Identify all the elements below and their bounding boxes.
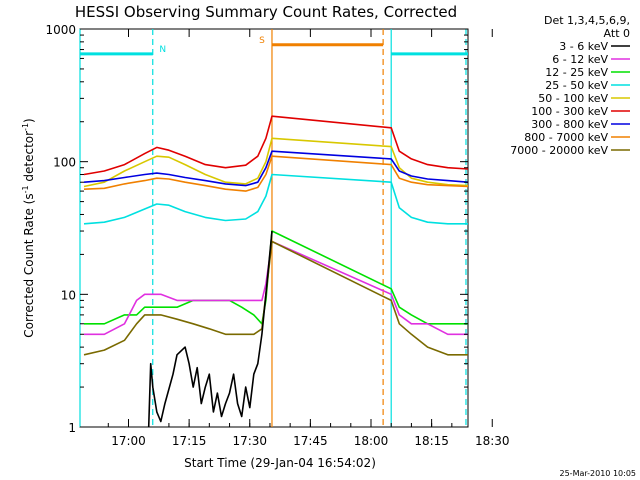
x-tick-label-4: 18:00: [354, 434, 389, 448]
series-line-50-100-kev: [83, 137, 469, 188]
x-axis-label: Start Time (29-Jan-04 16:54:02): [184, 456, 376, 470]
legend-label-50-100-kev: 50 - 100 keV: [538, 92, 608, 105]
legend-label-12-25-kev: 12 - 25 keV: [545, 66, 608, 79]
series-lines: [83, 115, 469, 428]
flag-label-1: S: [259, 36, 265, 46]
x-tick-label-5: 18:15: [414, 434, 449, 448]
legend-label-3-6-kev: 3 - 6 keV: [559, 40, 608, 53]
series-line-25-50-kev: [83, 173, 468, 225]
y-tick-label-1: 10: [61, 288, 76, 302]
legend-label-7000-20000-kev: 7000 - 20000 keV: [510, 144, 608, 157]
y-tick-label-0: 1: [68, 421, 76, 435]
attenuator-markers: [79, 29, 467, 427]
legend-label-300-800-kev: 300 - 800 keV: [531, 118, 608, 131]
legend-label-100-300-kev: 100 - 300 keV: [531, 105, 608, 118]
x-axis-ticks: 17:00 17:15 17:30 17:45 18:00 18:15 18:30: [107, 29, 510, 448]
legend-label-800-7000-kev: 800 - 7000 keV: [524, 131, 608, 144]
series-line-3-6-kev: [147, 230, 273, 428]
series-line-7000-20000-kev: [83, 240, 468, 356]
x-tick-label-2: 17:30: [232, 434, 267, 448]
y-axis-ticks: 1 10 100 1000: [45, 23, 468, 435]
series-line-300-800-kev: [83, 150, 469, 187]
x-tick-label-6: 18:30: [475, 434, 510, 448]
series-line-800-7000-kev: [83, 155, 469, 192]
x-tick-label-0: 17:00: [111, 434, 146, 448]
legend-label-25-50-kev: 25 - 50 keV: [545, 79, 608, 92]
legend-label-6-12-kev: 6 - 12 keV: [552, 53, 608, 66]
y-tick-label-2: 100: [53, 156, 76, 170]
y-axis-label: Corrected Count Rate (s-1 detector-1): [21, 118, 36, 337]
flag-label-0: N: [159, 45, 166, 55]
mode-flags: NS: [80, 36, 468, 56]
plot-frame: [79, 28, 469, 428]
legend-header-1: Att 0: [604, 27, 630, 40]
chart-title: HESSI Observing Summary Count Rates, Cor…: [75, 3, 457, 21]
legend-header-0: Det 1,3,4,5,6,9,: [544, 14, 630, 27]
x-tick-label-3: 17:45: [293, 434, 328, 448]
x-tick-label-1: 17:15: [172, 434, 207, 448]
series-line-100-300-kev: [83, 115, 469, 176]
series-line-12-25-kev: [84, 230, 468, 325]
series-line-6-12-kev: [84, 240, 468, 336]
footer-timestamp: 25-Mar-2010 10:05: [560, 469, 637, 478]
y-tick-label-3: 1000: [45, 23, 76, 37]
